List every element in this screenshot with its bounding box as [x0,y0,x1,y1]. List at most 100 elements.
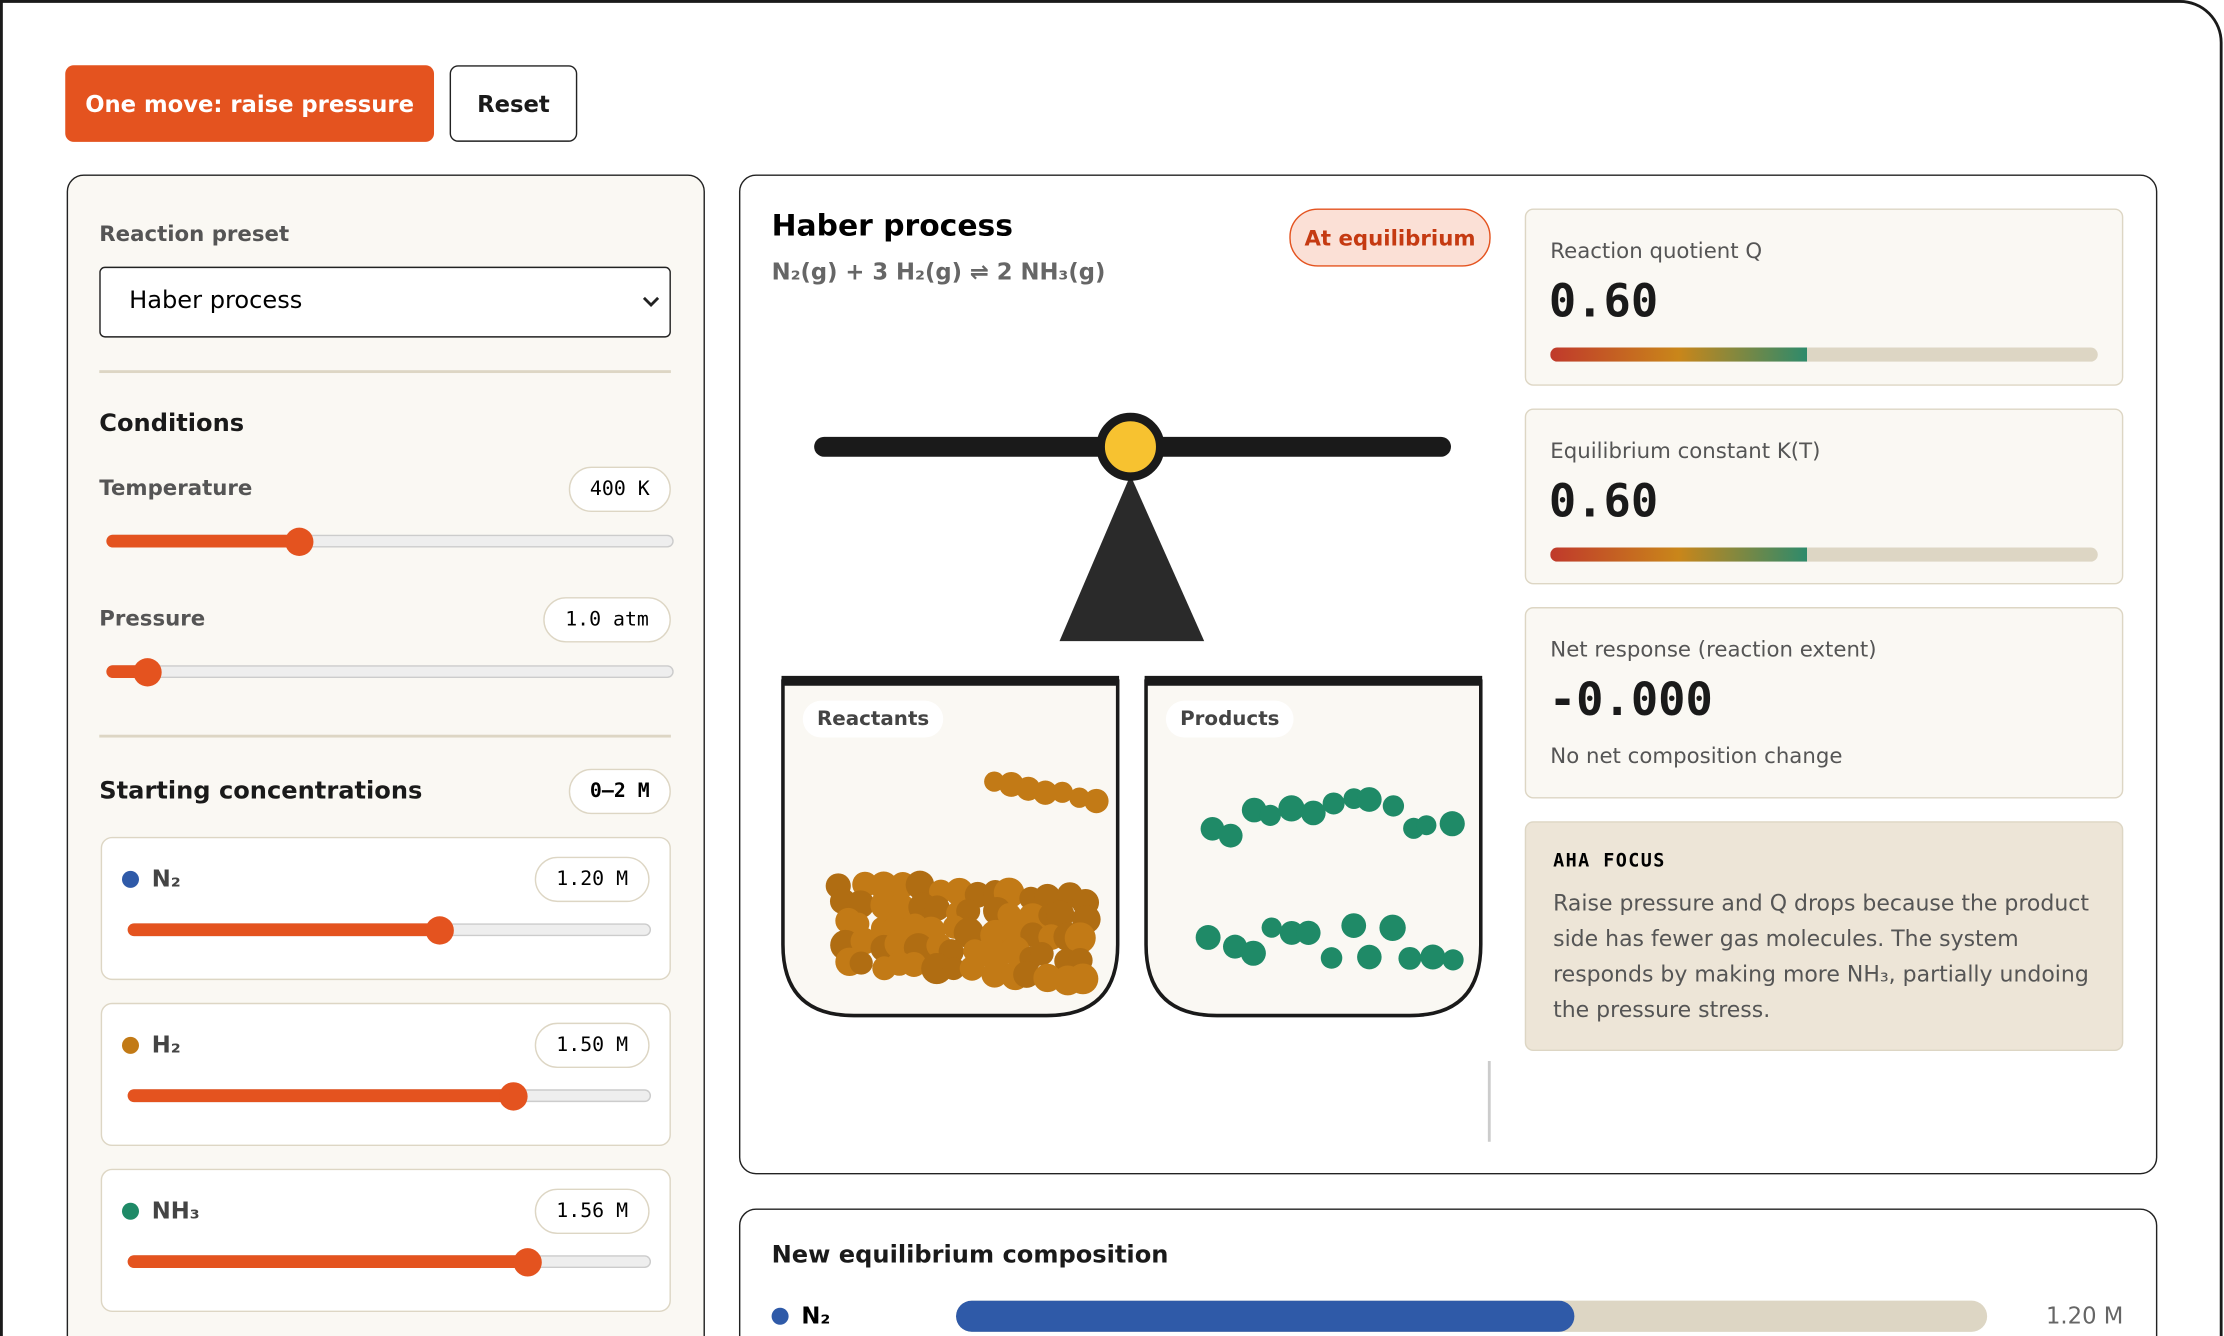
molecule [1033,780,1058,805]
preset-select[interactable]: Haber process [99,266,671,338]
fulcrum [1059,475,1205,642]
pressure-slider[interactable] [106,665,674,678]
molecule [921,953,953,985]
products-label: Products [1165,700,1294,738]
reset-button[interactable]: Reset [449,65,578,142]
metric-bar [1550,547,2098,562]
molecule [1322,792,1345,815]
preset-label: Reaction preset [99,221,290,247]
molecule [1259,804,1281,826]
composition-dot [771,1307,789,1325]
molecule [1064,922,1096,954]
molecule [1067,963,1099,995]
molecule [1420,944,1446,970]
slider-fill [127,1089,514,1103]
molecule [997,903,1022,927]
species-value: 1.50 M [534,1022,650,1069]
controls-panel [66,174,705,1336]
composition-name: N₂ [801,1302,831,1330]
composition-value: 1.20 M [2045,1302,2124,1330]
metric-bar-fill [1550,547,1808,562]
divider [99,370,671,373]
metric-label: Reaction quotient Q [1550,238,1763,264]
reactants-label: Reactants [802,700,944,738]
slider-thumb[interactable] [425,916,454,945]
composition-title: New equilibrium composition [771,1241,1169,1270]
metric-value: 0.60 [1548,473,1659,528]
molecule [981,961,1008,988]
molecule [1382,795,1405,817]
molecule [924,895,950,921]
molecule [905,870,935,900]
pressure-label: Pressure [99,605,206,632]
molecule [1279,920,1304,945]
reaction-title: Haber process [771,208,1014,243]
temperature-value: 400 K [568,466,671,513]
species-name: N₂ [151,865,181,893]
raise-pressure-button[interactable]: One move: raise pressure [65,65,435,142]
metric-bar [1550,347,2098,362]
molecule [942,957,965,981]
divider [99,734,671,737]
metric-value: 0.60 [1548,273,1659,328]
species-dot [121,870,140,888]
molecule [1084,788,1109,814]
species-dot [121,1202,140,1220]
temperature-label: Temperature [99,475,253,501]
species-slider[interactable] [127,1089,652,1103]
composition-bar [955,1300,1988,1332]
slider-fill [127,1255,528,1269]
pressure-value: 1.0 atm [543,597,671,643]
balance-diagram [781,412,1491,1142]
aha-text: Raise pressure and Q drops because the p… [1553,890,2089,1023]
metric-card [1524,607,2124,799]
slider-thumb[interactable] [513,1248,542,1277]
molecule [956,899,981,924]
molecule [1030,942,1054,966]
molecule [1357,944,1382,970]
molecule [1261,917,1282,938]
aha-card: AHA FOCUS Raise pressure and Q drops bec… [1524,821,2124,1052]
molecule [1218,823,1243,848]
molecule [1200,816,1225,841]
species-value: 1.20 M [534,856,650,903]
metric-value: -0.000 [1548,672,1713,727]
molecule [1296,920,1321,945]
molecule [1341,913,1367,938]
temperature-slider[interactable] [106,534,674,548]
aha-heading: AHA FOCUS [1553,851,1666,873]
species-slider[interactable] [127,923,652,937]
species-name: H₂ [151,1031,181,1059]
molecule [1300,800,1326,826]
molecule [1442,949,1464,971]
metric-label: Net response (reaction extent) [1550,636,1877,663]
slider-fill [106,534,301,548]
molecule [1240,940,1266,966]
molecule [1046,900,1075,929]
molecule [1051,781,1073,803]
molecule [1278,795,1305,822]
molecule [1439,811,1465,837]
molecule [1398,946,1422,970]
molecule [1020,922,1046,948]
status-badge: At equilibrium [1289,208,1491,267]
molecule [1356,787,1382,812]
metric-bar-fill [1550,347,1808,362]
molecule [1320,947,1343,969]
species-name: NH₃ [151,1197,200,1225]
molecule [959,956,985,981]
slider-thumb[interactable] [133,658,162,687]
molecule [887,893,915,921]
molecule [1416,815,1437,836]
species-slider[interactable] [127,1255,652,1269]
slider-fill [127,923,440,937]
composition-bar-fill [955,1300,1575,1332]
molecule [1195,924,1221,950]
chevron [642,296,660,307]
preset-value: Haber process [129,286,303,315]
slider-thumb[interactable] [499,1082,528,1111]
slider-thumb[interactable] [285,527,314,557]
molecule [849,951,873,975]
molecule [1379,914,1406,942]
